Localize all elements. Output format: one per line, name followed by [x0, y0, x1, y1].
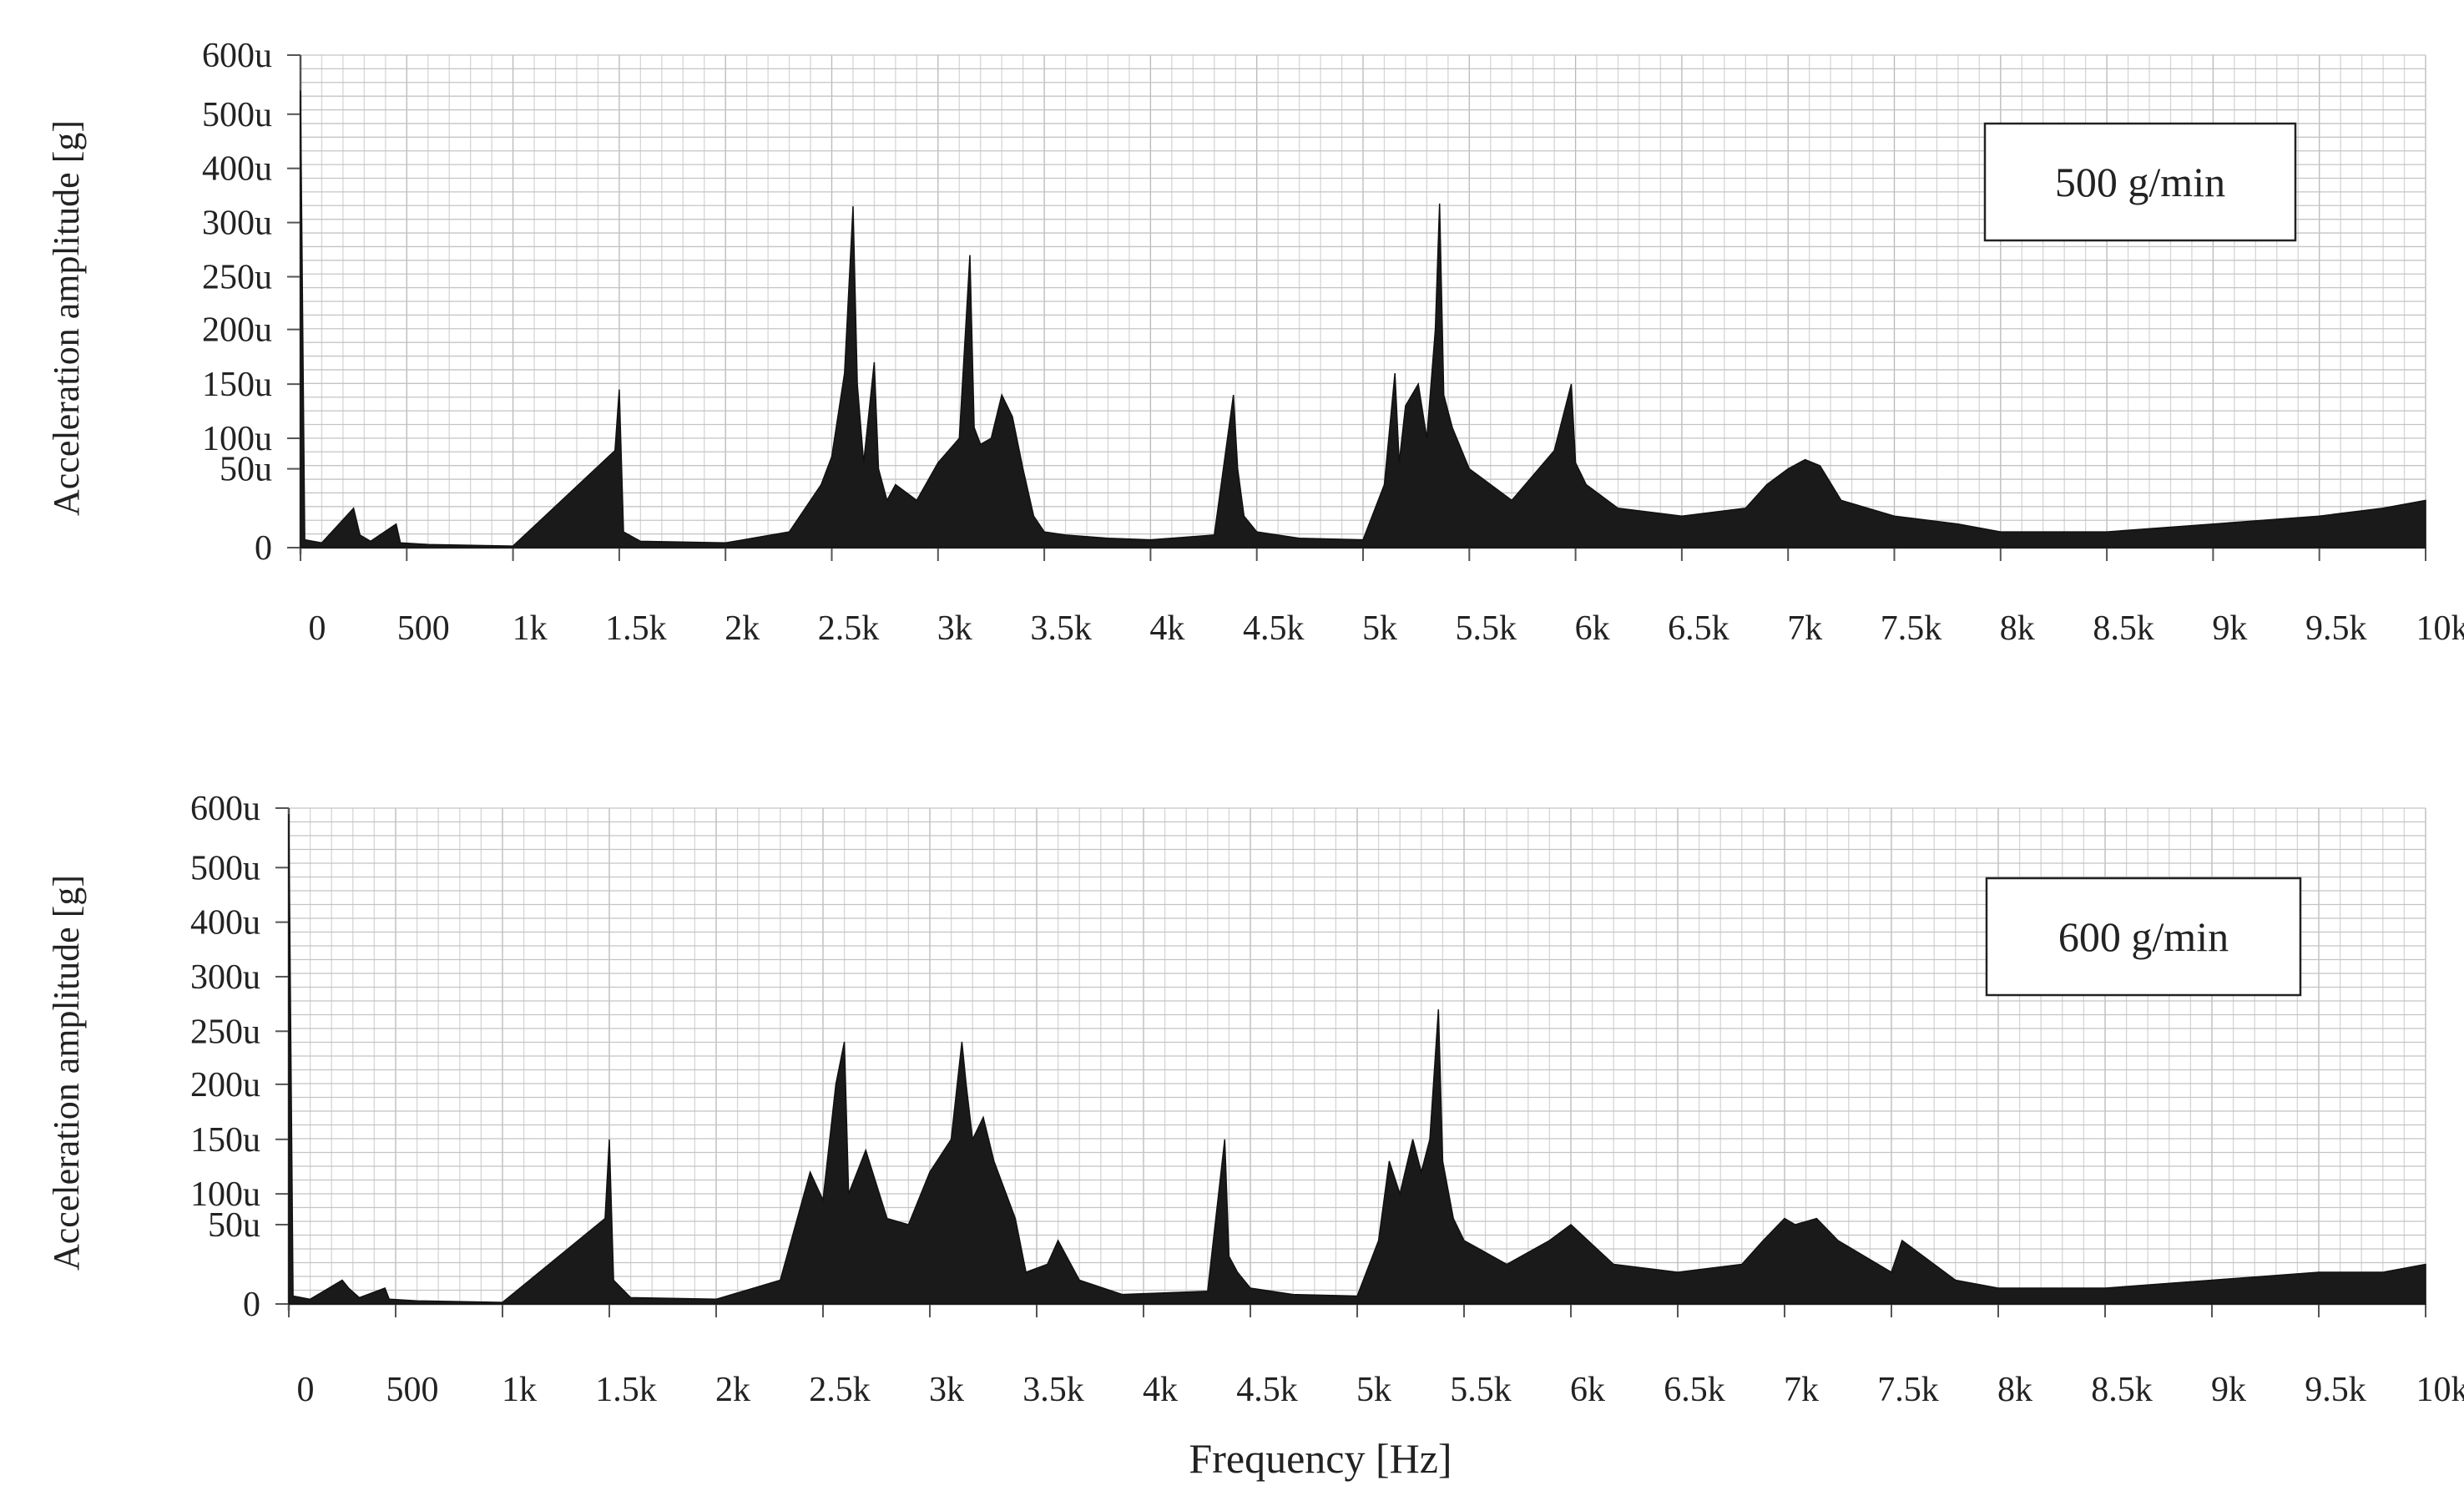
y-tick-label: 150u: [190, 1121, 260, 1160]
x-tick-label: 6k: [1570, 1371, 1605, 1409]
y-tick-label: 0: [243, 1286, 260, 1324]
x-tick-label: 500: [397, 609, 450, 648]
x-tick-label: 4.5k: [1236, 1371, 1298, 1409]
x-tick-label: 2k: [715, 1371, 750, 1409]
x-tick-label: 0: [309, 609, 326, 648]
y-tick-label: 600u: [202, 37, 272, 75]
x-tick-label: 9.5k: [2305, 609, 2367, 648]
x-tick-label: 7.5k: [1881, 609, 1942, 648]
x-tick-label: 7.5k: [1877, 1371, 1939, 1409]
y-tick-label: 100u: [202, 420, 272, 458]
x-tick-label: 8k: [1997, 1371, 2032, 1409]
x-tick-label: 7k: [1784, 1371, 1819, 1409]
x-tick-label: 10k: [2416, 609, 2464, 648]
x-tick-label: 2.5k: [818, 609, 880, 648]
x-tick-label: 4.5k: [1243, 609, 1305, 648]
y-tick-label: 250u: [202, 259, 272, 297]
x-tick-label: 1.5k: [605, 609, 667, 648]
y-tick-label: 400u: [202, 150, 272, 189]
y-tick-label: 150u: [202, 366, 272, 404]
annotation-box: 500 g/min: [1983, 122, 2297, 242]
x-tick-label: 4k: [1143, 1371, 1178, 1409]
x-tick-labels: 0 500 1k 1.5k 2k 2.5k 3k 3.5k 4k 4.5k 5k 5.5k 6k 6.5k…: [309, 609, 2464, 648]
y-tick-label: 300u: [190, 958, 260, 997]
annotation-label: 600 g/min: [2058, 913, 2229, 960]
x-tick-label: 0: [297, 1371, 315, 1409]
y-tick-label: 500u: [202, 96, 272, 134]
y-tick-label: 200u: [202, 311, 272, 350]
x-tick-label: 9.5k: [2305, 1371, 2366, 1409]
x-tick-label: 6k: [1575, 609, 1610, 648]
annotation-label: 500 g/min: [2055, 159, 2225, 205]
x-tick-label: 6.5k: [1664, 1371, 1725, 1409]
y-tick-label: 50u: [220, 451, 272, 489]
spectrum-trace: [288, 814, 2426, 1305]
x-tick-label: 9k: [2211, 1371, 2246, 1409]
y-tick-label: 0: [255, 529, 272, 568]
x-tick-label: 5k: [1356, 1371, 1391, 1409]
y-tick-label: 400u: [190, 904, 260, 943]
x-tick-label: 6.5k: [1668, 609, 1729, 648]
x-tick-label: 2.5k: [809, 1371, 871, 1409]
y-axis-label: Acceleration amplitude [g]: [46, 120, 87, 516]
x-tick-label: 8.5k: [2091, 1371, 2153, 1409]
x-tick-label: 5.5k: [1450, 1371, 1512, 1409]
x-tick-label: 4k: [1149, 609, 1184, 648]
x-tick-label: 3k: [937, 609, 972, 648]
y-tick-label: 500u: [190, 849, 260, 887]
x-tick-label: 3k: [929, 1371, 964, 1409]
x-tick-label: 3.5k: [1030, 609, 1092, 648]
y-tick-label: 600u: [190, 790, 260, 828]
x-tick-label: 7k: [1787, 609, 1822, 648]
x-tick-labels: 0 500 1k 1.5k 2k 2.5k 3k 3.5k 4k 4.5k 5k 5.5k 6k 6.5k…: [297, 1371, 2464, 1409]
x-tick-label: 5.5k: [1456, 609, 1517, 648]
x-tick-label: 1.5k: [595, 1371, 657, 1409]
x-tick-label: 500: [386, 1371, 439, 1409]
y-tick-label: 300u: [202, 205, 272, 243]
x-tick-label: 1k: [512, 609, 548, 648]
y-tick-label: 100u: [190, 1175, 260, 1214]
x-tick-label: 2k: [725, 609, 760, 648]
grid-lines: [288, 807, 2426, 1305]
x-tick-label: 9k: [2212, 609, 2247, 648]
x-tick-label: 3.5k: [1022, 1371, 1084, 1409]
y-tick-label: 250u: [190, 1013, 260, 1051]
y-tick-label: 200u: [190, 1066, 260, 1104]
spectrum-trace: [300, 90, 2426, 548]
x-tick-label: 8k: [2000, 609, 2035, 648]
x-tick-label: 8.5k: [2093, 609, 2154, 648]
y-tick-label: 50u: [208, 1206, 260, 1245]
x-tick-label: 5k: [1362, 609, 1397, 648]
x-tick-label: 1k: [502, 1371, 537, 1409]
x-axis-label: Frequency [Hz]: [1189, 1435, 1452, 1482]
x-tick-label: 10k: [2416, 1371, 2464, 1409]
y-axis-label: Acceleration amplitude [g]: [46, 875, 87, 1271]
annotation-box: 600 g/min: [1985, 877, 2302, 997]
